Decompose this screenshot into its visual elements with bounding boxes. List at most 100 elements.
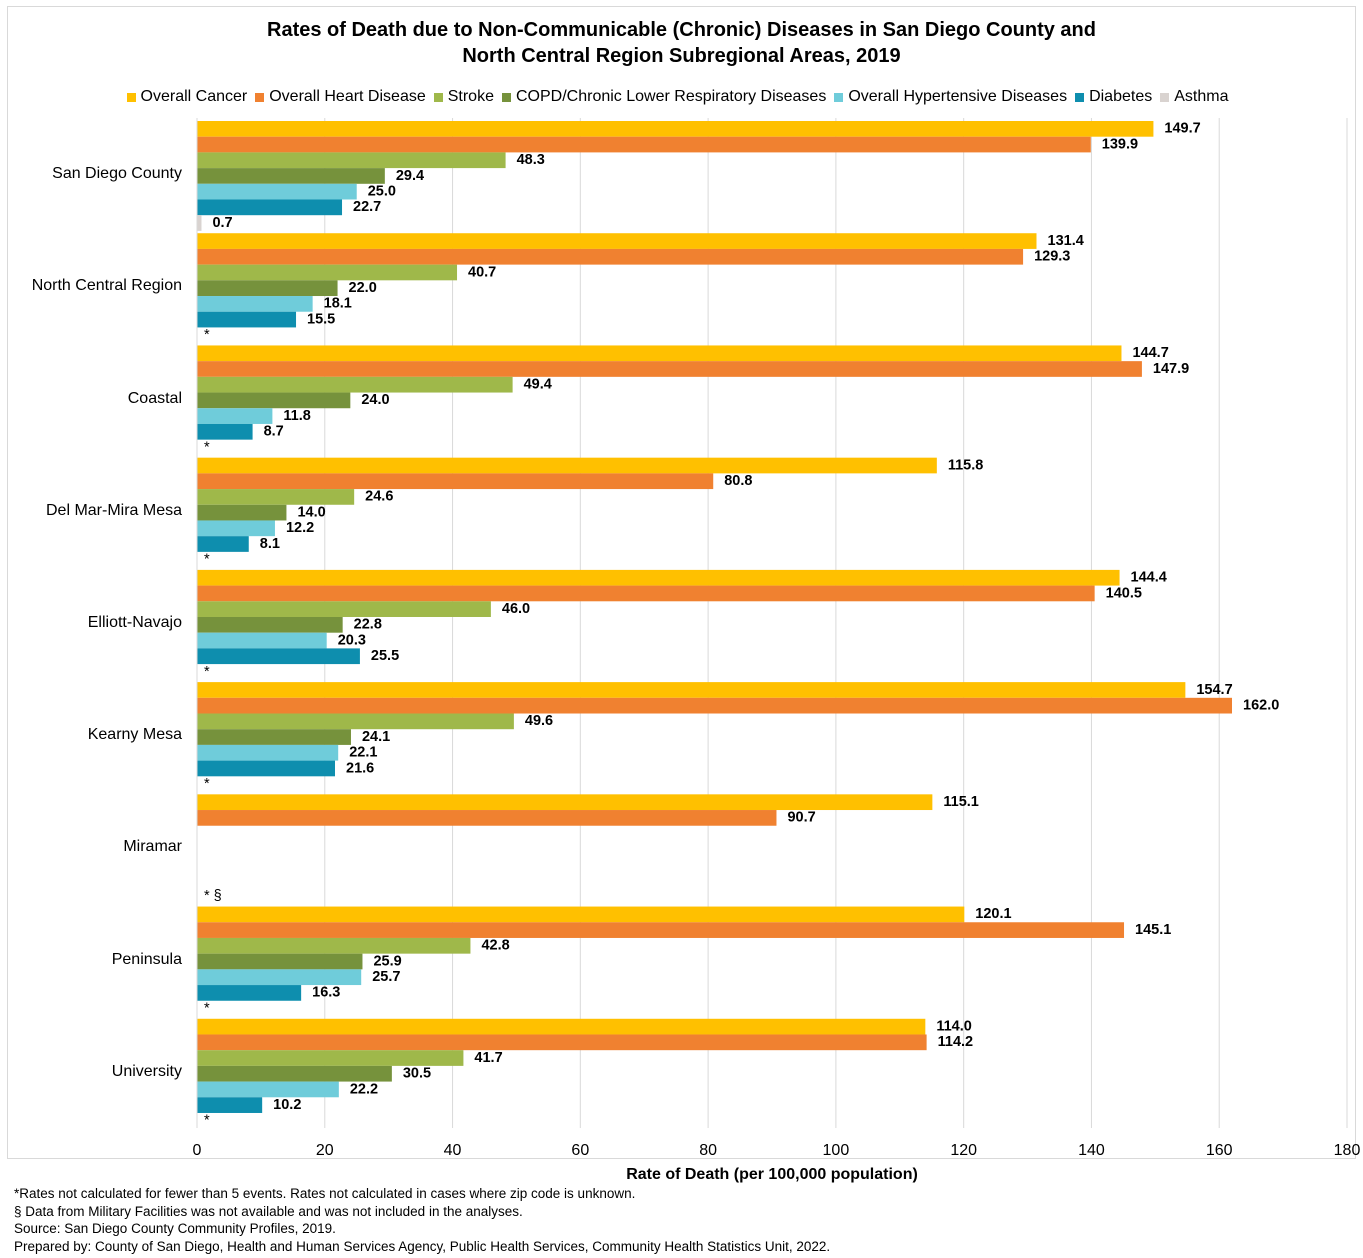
- legend-label: Overall Hypertensive Diseases: [848, 88, 1068, 105]
- bar-copd-chronic-lower-respiratory-diseases-coastal: [197, 392, 351, 409]
- bar-overall-hypertensive-diseases-elliott-navajo: [197, 632, 327, 649]
- category-label-coastal: Coastal: [127, 389, 182, 407]
- chart-title-line-2: North Central Region Subregional Areas, …: [462, 45, 901, 67]
- bar-copd-chronic-lower-respiratory-diseases-san-diego-county: [197, 168, 385, 184]
- chart-frame: [7, 6, 1356, 1159]
- bar-copd-chronic-lower-respiratory-diseases-del-mar-mira-mesa: [197, 504, 287, 521]
- data-label-stroke-del-mar-mira-mesa: 24.6: [365, 489, 393, 505]
- bar-diabetes-coastal: [197, 423, 253, 440]
- footnote-military: § Data from Military Facilities was not …: [14, 1204, 523, 1219]
- x-tick-label: 160: [1206, 1142, 1233, 1159]
- legend-item-overall-heart-disease: Overall Heart Disease: [255, 88, 426, 106]
- legend-item-diabetes: Diabetes: [1075, 88, 1152, 106]
- data-label-overall-heart-disease-peninsula: 145.1: [1135, 922, 1171, 938]
- bar-stroke-san-diego-county: [197, 152, 506, 169]
- bar-copd-chronic-lower-respiratory-diseases-kearny-mesa: [197, 729, 351, 745]
- data-label-overall-hypertensive-diseases-kearny-mesa: 22.1: [349, 745, 377, 761]
- data-label-stroke-north-central-region: 40.7: [468, 264, 496, 280]
- data-label-overall-cancer-north-central-region: 131.4: [1048, 233, 1084, 249]
- legend-item-overall-hypertensive-diseases: Overall Hypertensive Diseases: [834, 88, 1067, 106]
- data-label-overall-cancer-san-diego-county: 149.7: [1164, 121, 1200, 137]
- category-label-north-central-region: North Central Region: [31, 277, 182, 295]
- bar-overall-cancer-kearny-mesa: [197, 682, 1186, 698]
- data-label-overall-heart-disease-kearny-mesa: 162.0: [1243, 697, 1279, 713]
- bar-stroke-north-central-region: [197, 264, 458, 281]
- legend-swatch: [501, 92, 511, 102]
- x-tick-label: 40: [444, 1142, 462, 1159]
- data-label-overall-cancer-university: 114.0: [936, 1018, 972, 1034]
- legend-swatch: [126, 92, 136, 102]
- category-label-elliott-navajo: Elliott-Navajo: [87, 614, 182, 631]
- bar-overall-heart-disease-san-diego-county: [197, 136, 1091, 153]
- data-label-overall-cancer-peninsula: 120.1: [975, 906, 1011, 922]
- bar-asthma-san-diego-county: [197, 215, 202, 231]
- x-tick-label: 120: [950, 1142, 977, 1159]
- bar-overall-cancer-peninsula: [197, 906, 965, 923]
- bar-overall-cancer-miramar: [197, 794, 933, 811]
- bar-overall-heart-disease-kearny-mesa: [197, 697, 1232, 714]
- data-label-overall-hypertensive-diseases-del-mar-mira-mesa: 12.2: [286, 520, 314, 536]
- category-label-san-diego-county: San Diego County: [52, 165, 182, 183]
- footnote-prepared-by: Prepared by: County of San Diego, Health…: [14, 1239, 831, 1254]
- legend-label: Overall Heart Disease: [269, 88, 426, 105]
- legend-swatch: [433, 92, 443, 102]
- data-label-overall-heart-disease-san-diego-county: 139.9: [1102, 136, 1138, 152]
- legend-label: Overall Cancer: [140, 88, 248, 105]
- data-label-asthma-coastal: *: [204, 439, 210, 455]
- category-label-del-mar-mira-mesa: Del Mar-Mira Mesa: [45, 501, 182, 519]
- legend-item-asthma: Asthma: [1160, 88, 1228, 106]
- data-label-diabetes-elliott-navajo: 25.5: [371, 648, 399, 664]
- data-label-copd-chronic-lower-respiratory-diseases-san-diego-county: 29.4: [396, 168, 424, 184]
- data-label-overall-cancer-elliott-navajo: 144.4: [1131, 570, 1167, 586]
- bar-stroke-del-mar-mira-mesa: [197, 489, 355, 505]
- data-label-overall-hypertensive-diseases-peninsula: 25.7: [372, 969, 400, 985]
- data-label-copd-chronic-lower-respiratory-diseases-kearny-mesa: 24.1: [362, 729, 390, 745]
- data-label-asthma-kearny-mesa: *: [204, 776, 210, 792]
- footnote-source: Source: San Diego County Community Profi…: [14, 1221, 336, 1236]
- x-tick-label: 180: [1334, 1142, 1361, 1159]
- bar-diabetes-del-mar-mira-mesa: [197, 536, 249, 552]
- data-label-asthma-del-mar-mira-mesa: *: [204, 552, 210, 568]
- data-label-overall-heart-disease-del-mar-mira-mesa: 80.8: [724, 473, 752, 489]
- bar-diabetes-elliott-navajo: [197, 648, 360, 665]
- bar-overall-cancer-coastal: [197, 345, 1122, 362]
- footnote-suppression: *Rates not calculated for fewer than 5 e…: [14, 1186, 636, 1201]
- data-label-stroke-coastal: 49.4: [524, 377, 552, 393]
- legend-swatch: [834, 92, 844, 102]
- category-label-kearny-mesa: Kearny Mesa: [87, 726, 182, 744]
- legend-label: COPD/Chronic Lower Respiratory Diseases: [515, 88, 827, 105]
- data-label-overall-hypertensive-diseases-university: 22.2: [350, 1081, 378, 1097]
- data-label-overall-heart-disease-north-central-region: 129.3: [1034, 249, 1070, 265]
- bar-overall-heart-disease-north-central-region: [197, 248, 1024, 265]
- legend-swatch: [255, 92, 265, 102]
- bar-copd-chronic-lower-respiratory-diseases-university: [197, 1065, 392, 1082]
- bar-stroke-kearny-mesa: [197, 713, 514, 730]
- bar-stroke-peninsula: [197, 937, 471, 954]
- bar-overall-cancer-del-mar-mira-mesa: [197, 457, 937, 474]
- bar-overall-hypertensive-diseases-north-central-region: [197, 296, 313, 312]
- data-label-overall-heart-disease-elliott-navajo: 140.5: [1106, 585, 1142, 601]
- bar-overall-heart-disease-university: [197, 1034, 927, 1051]
- data-label-overall-heart-disease-university: 114.2: [938, 1034, 974, 1050]
- legend-item-overall-cancer: Overall Cancer: [126, 88, 248, 106]
- data-label-overall-hypertensive-diseases-north-central-region: 18.1: [324, 296, 352, 312]
- data-label-diabetes-university: 10.2: [273, 1097, 301, 1113]
- data-label-asthma-university: *: [204, 1113, 210, 1129]
- data-label-stroke-peninsula: 42.8: [481, 938, 509, 954]
- bar-copd-chronic-lower-respiratory-diseases-peninsula: [197, 953, 363, 970]
- bar-stroke-coastal: [197, 376, 513, 393]
- bar-stroke-university: [197, 1050, 464, 1066]
- chart-legend: Overall Cancer Overall Heart Disease Strok…: [0, 88, 1363, 106]
- x-tick-label: 100: [823, 1142, 850, 1159]
- data-label-overall-hypertensive-diseases-coastal: 11.8: [283, 408, 310, 424]
- data-label-stroke-kearny-mesa: 49.6: [525, 713, 553, 729]
- bar-overall-hypertensive-diseases-coastal: [197, 408, 273, 424]
- bar-overall-hypertensive-diseases-del-mar-mira-mesa: [197, 520, 275, 537]
- x-tick-label: 140: [1078, 1142, 1105, 1159]
- legend-label: Stroke: [447, 88, 494, 105]
- data-label-stroke-university: 41.7: [474, 1050, 502, 1066]
- legend-item-stroke: Stroke: [433, 88, 494, 106]
- data-label-overall-hypertensive-diseases-san-diego-county: 25.0: [368, 183, 396, 199]
- data-label-asthma-north-central-region: *: [204, 327, 210, 343]
